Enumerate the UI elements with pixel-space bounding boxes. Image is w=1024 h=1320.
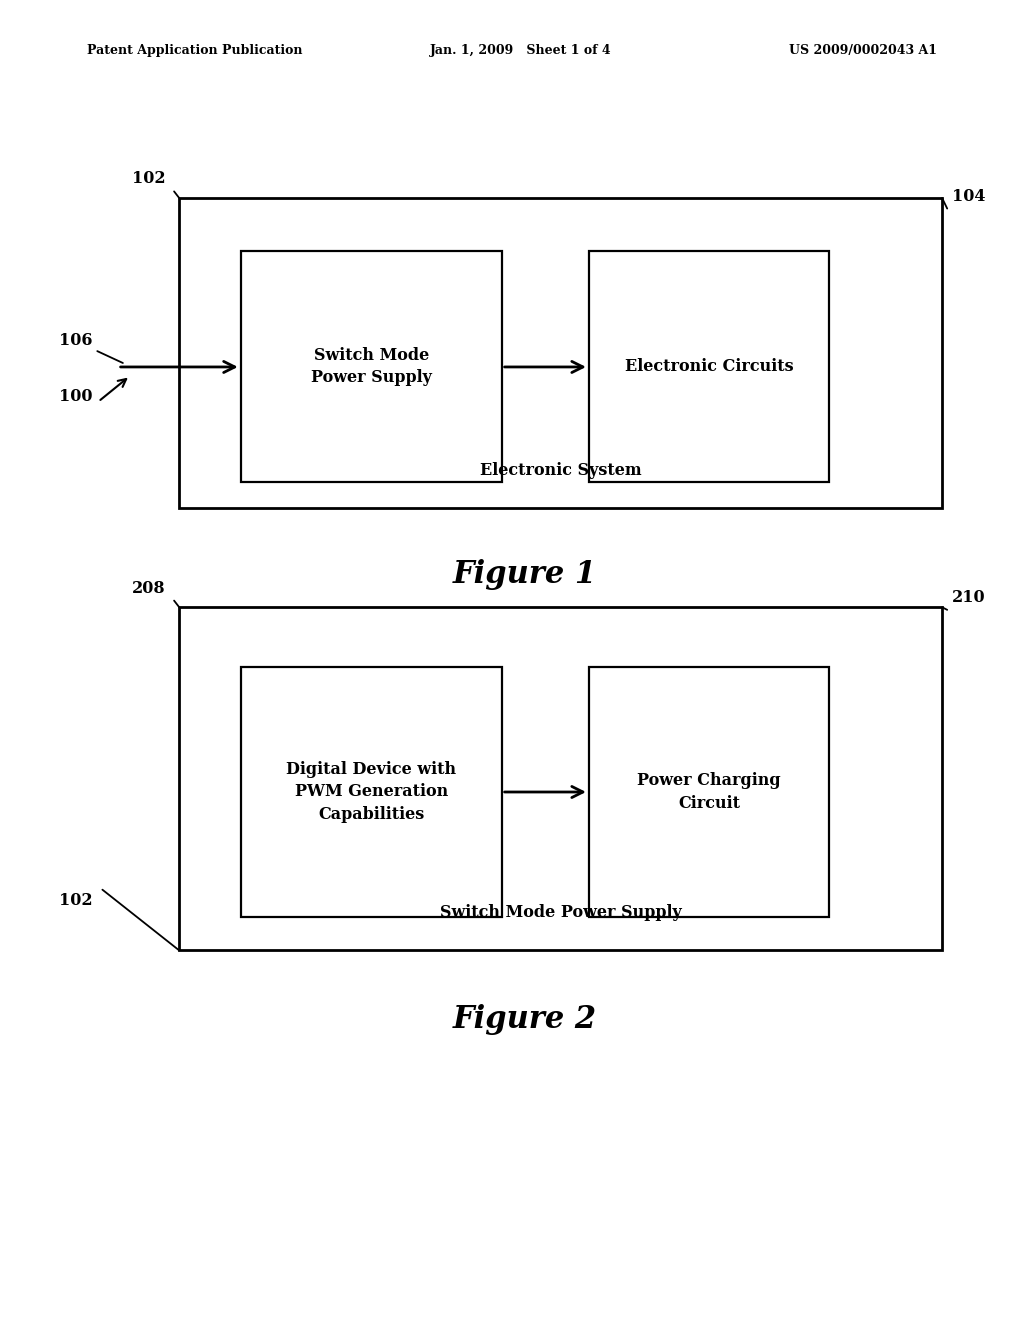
Bar — [179, 198, 942, 508]
Text: Switch Mode
Power Supply: Switch Mode Power Supply — [310, 347, 432, 385]
Text: 104: 104 — [952, 187, 986, 205]
Bar — [589, 667, 829, 917]
Text: Figure 1: Figure 1 — [453, 558, 596, 590]
Bar — [589, 251, 829, 482]
Text: Electronic Circuits: Electronic Circuits — [625, 358, 794, 375]
Text: Power Charging
Circuit: Power Charging Circuit — [637, 772, 781, 812]
Bar — [241, 251, 502, 482]
Text: 106: 106 — [58, 333, 92, 348]
Text: Figure 2: Figure 2 — [453, 1003, 596, 1035]
Text: 102: 102 — [58, 892, 92, 908]
Text: US 2009/0002043 A1: US 2009/0002043 A1 — [788, 44, 937, 57]
Text: 102: 102 — [132, 170, 166, 187]
Text: 100: 100 — [58, 388, 92, 404]
Text: Electronic System: Electronic System — [480, 462, 641, 479]
Text: Digital Device with
PWM Generation
Capabilities: Digital Device with PWM Generation Capab… — [286, 762, 457, 822]
Text: Switch Mode Power Supply: Switch Mode Power Supply — [439, 904, 682, 921]
Bar — [179, 607, 942, 950]
Text: 208: 208 — [132, 579, 166, 597]
Bar — [241, 667, 502, 917]
Text: Jan. 1, 2009   Sheet 1 of 4: Jan. 1, 2009 Sheet 1 of 4 — [430, 44, 611, 57]
Text: 210: 210 — [952, 589, 986, 606]
Text: Patent Application Publication: Patent Application Publication — [87, 44, 302, 57]
